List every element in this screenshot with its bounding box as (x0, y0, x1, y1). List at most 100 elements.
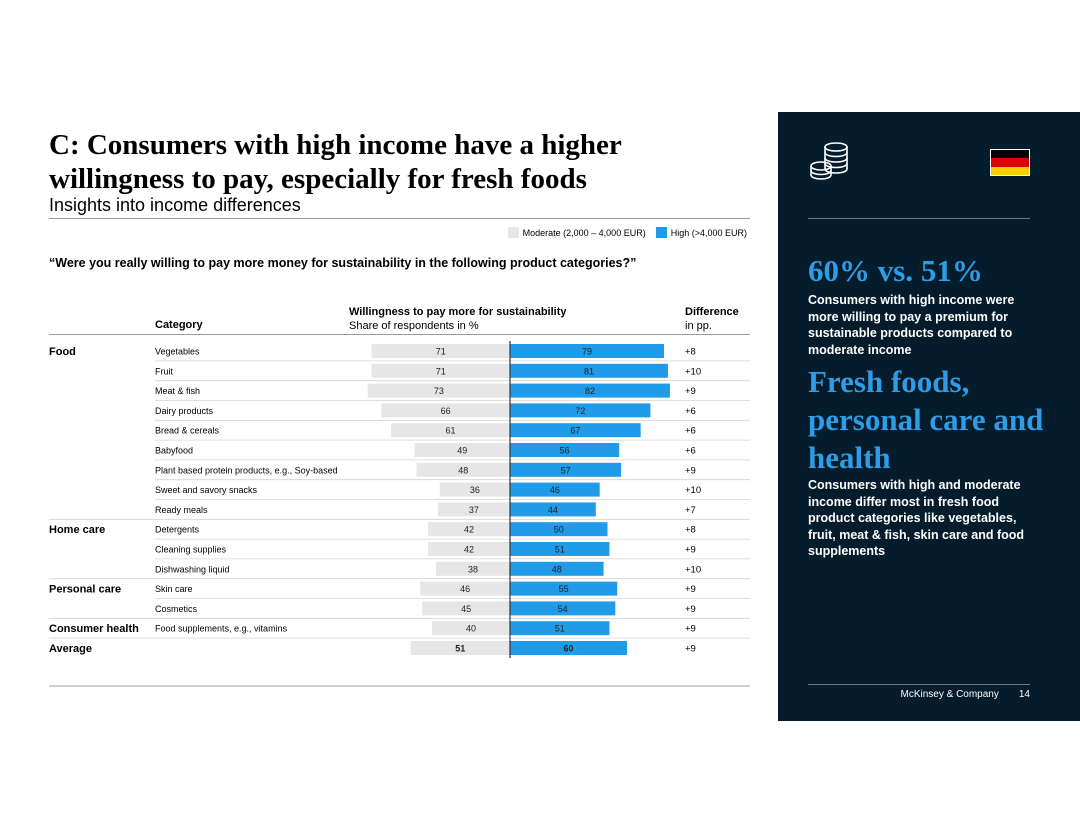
difference-value: +8 (685, 525, 696, 536)
legend-high-label: High (>4,000 EUR) (670, 227, 747, 238)
label-high: 50 (554, 525, 564, 535)
bar-high (510, 363, 668, 378)
group-label: Home care (49, 524, 105, 536)
bar-moderate (391, 423, 510, 438)
bar-moderate (428, 522, 510, 537)
bar-high (510, 581, 618, 596)
label-high: 56 (560, 446, 570, 456)
difference-value: +9 (685, 465, 696, 476)
willingness-header-title: Willingness to pay more for sustainabili… (349, 306, 567, 318)
difference-header: Difference in pp. (685, 305, 739, 333)
label-high: 82 (585, 386, 595, 396)
bar-high (510, 423, 641, 438)
label-moderate: 49 (457, 446, 467, 456)
label-moderate: 48 (458, 465, 468, 475)
bar-high (510, 522, 608, 537)
bar-moderate (432, 621, 510, 636)
survey-question: “Were you really willing to pay more mon… (49, 256, 637, 270)
panel-footer: McKinsey & Company 14 (808, 689, 1031, 700)
label-high: 44 (548, 505, 558, 515)
difference-value: +9 (685, 584, 696, 595)
category-label: Cosmetics (155, 604, 198, 614)
bar-moderate (416, 462, 510, 477)
difference-value: +9 (685, 624, 696, 635)
difference-value: +9 (685, 604, 696, 615)
category-label: Plant based protein products, e.g., Soy-… (155, 465, 338, 475)
bar-high (510, 502, 596, 517)
bar-high (510, 621, 610, 636)
category-label: Sweet and savory snacks (155, 485, 258, 495)
label-high: 55 (559, 584, 569, 594)
category-label: Meat & fish (155, 386, 200, 396)
category-header-label: Category (155, 319, 203, 331)
category-label: Detergents (155, 525, 200, 535)
willingness-header-sub: Share of respondents in % (349, 320, 479, 332)
difference-header-title: Difference (685, 306, 739, 318)
label-moderate: 42 (464, 525, 474, 535)
panel-headline: Fresh foods, personal care and health (808, 364, 1044, 475)
category-label: Bread & cereals (155, 426, 220, 436)
bar-moderate (410, 641, 510, 655)
difference-value: +10 (685, 485, 701, 496)
label-high: 72 (575, 406, 585, 416)
legend-moderate-label: Moderate (2,000 – 4,000 EUR) (522, 227, 646, 238)
group-label: Personal care (49, 584, 121, 596)
legend-moderate-swatch (507, 227, 519, 238)
bar-moderate (428, 542, 510, 556)
label-moderate: 51 (455, 644, 465, 654)
label-moderate: 71 (436, 366, 446, 376)
bar-high (510, 462, 622, 477)
company-name: McKinsey & Company (900, 689, 999, 700)
label-moderate: 37 (469, 505, 479, 515)
willingness-header: Willingness to pay more for sustainabili… (349, 305, 567, 333)
group-label: Consumer health (49, 623, 139, 635)
category-label: Ready meals (155, 505, 208, 515)
bar-high (510, 403, 651, 418)
difference-value: +6 (685, 426, 696, 437)
difference-value: +10 (685, 366, 701, 377)
panel-footer-divider (808, 684, 1030, 685)
bar-high (510, 383, 670, 398)
legend-moderate: Moderate (2,000 – 4,000 EUR) (507, 227, 646, 238)
bar-moderate (439, 482, 510, 497)
bar-moderate (437, 502, 510, 517)
page-title: C: Consumers with high income have a hig… (49, 129, 622, 195)
bar-moderate (420, 581, 510, 596)
willingness-chart: 71 79 Vegetables Food +8 71 81 Fruit +10 73 82 Meat… (49, 341, 750, 658)
label-high: 60 (563, 644, 573, 654)
label-high: 48 (552, 564, 562, 574)
legend-high: High (>4,000 EUR) (655, 227, 747, 238)
label-high: 81 (584, 366, 594, 376)
category-label: Dishwashing liquid (155, 564, 230, 574)
label-moderate: 66 (441, 406, 451, 416)
difference-value: +9 (685, 644, 696, 655)
difference-header-sub: in pp. (685, 320, 712, 332)
difference-value: +10 (685, 564, 701, 575)
bar-high (510, 542, 610, 556)
bar-moderate (367, 383, 510, 398)
bar-moderate (381, 403, 510, 418)
chart-legend: Moderate (2,000 – 4,000 EUR) High (>4,00… (498, 227, 747, 238)
difference-value: +6 (685, 406, 696, 417)
difference-value: +9 (685, 545, 696, 556)
bar-moderate (371, 344, 510, 358)
category-label: Vegetables (155, 347, 200, 357)
coins-icon (810, 142, 848, 180)
bar-moderate (371, 363, 510, 378)
difference-value: +9 (685, 386, 696, 397)
label-moderate: 45 (461, 604, 471, 614)
label-moderate: 71 (436, 347, 446, 357)
label-moderate: 38 (468, 564, 478, 574)
label-high: 57 (561, 465, 571, 475)
germany-flag-icon (990, 149, 1030, 176)
difference-value: +6 (685, 446, 696, 457)
group-label: Average (49, 643, 92, 655)
bar-high (510, 344, 665, 358)
bar-high (510, 482, 600, 497)
label-moderate: 46 (460, 584, 470, 594)
bar-high (510, 443, 620, 457)
panel-divider (808, 218, 1030, 219)
category-label: Fruit (155, 366, 173, 376)
label-high: 46 (550, 485, 560, 495)
category-label: Food supplements, e.g., vitamins (155, 624, 288, 634)
